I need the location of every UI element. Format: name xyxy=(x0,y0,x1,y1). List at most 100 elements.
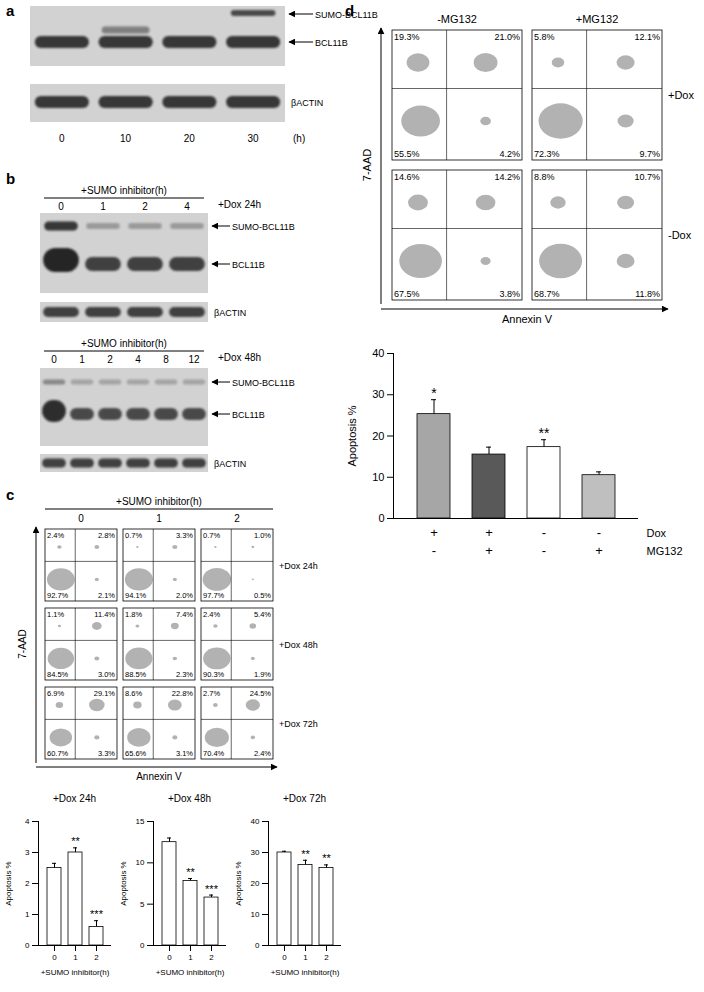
svg-text:7.4%: 7.4% xyxy=(176,610,193,619)
svg-text:10: 10 xyxy=(120,133,132,144)
svg-text:3.3%: 3.3% xyxy=(98,749,115,758)
svg-text:0: 0 xyxy=(167,953,172,962)
svg-text:3.3%: 3.3% xyxy=(176,531,193,540)
svg-text:15: 15 xyxy=(136,817,145,826)
svg-text:BCL11B: BCL11B xyxy=(232,410,265,420)
svg-text:βACTIN: βACTIN xyxy=(291,98,323,108)
svg-text:3.8%: 3.8% xyxy=(499,289,520,299)
svg-text:d: d xyxy=(345,2,354,19)
svg-text:22.8%: 22.8% xyxy=(172,689,194,698)
svg-text:0: 0 xyxy=(78,513,84,524)
svg-text:7-AAD: 7-AAD xyxy=(361,149,373,181)
svg-text:0: 0 xyxy=(25,941,30,950)
svg-text:5.4%: 5.4% xyxy=(254,610,271,619)
svg-text:14.6%: 14.6% xyxy=(394,172,420,182)
svg-text:11.4%: 11.4% xyxy=(94,610,115,619)
svg-text:20: 20 xyxy=(251,879,260,888)
svg-text:-: - xyxy=(542,543,546,558)
svg-text:4: 4 xyxy=(135,354,141,365)
svg-text:+Dox 48h: +Dox 48h xyxy=(218,352,261,363)
svg-text:Apoptosis %: Apoptosis % xyxy=(346,405,358,466)
svg-text:+SUMO inhibitor(h): +SUMO inhibitor(h) xyxy=(81,338,167,349)
svg-text:4.2%: 4.2% xyxy=(499,149,520,159)
svg-text:-Dox: -Dox xyxy=(668,229,692,241)
svg-text:70.4%: 70.4% xyxy=(203,749,225,758)
svg-text:6.9%: 6.9% xyxy=(47,689,64,698)
svg-text:+: + xyxy=(595,543,603,558)
svg-text:30: 30 xyxy=(251,848,260,857)
svg-text:MG132: MG132 xyxy=(647,545,683,557)
svg-text:+MG132: +MG132 xyxy=(576,13,619,25)
svg-text:29.1%: 29.1% xyxy=(94,689,116,698)
svg-text:72.3%: 72.3% xyxy=(534,149,560,159)
svg-text:2: 2 xyxy=(324,953,329,962)
svg-text:11.8%: 11.8% xyxy=(635,289,660,299)
svg-text:βACTIN: βACTIN xyxy=(214,459,246,469)
svg-text:3: 3 xyxy=(25,848,30,857)
svg-text:60.7%: 60.7% xyxy=(47,749,69,758)
svg-text:2: 2 xyxy=(234,513,240,524)
svg-text:12: 12 xyxy=(188,354,200,365)
svg-text:1.9%: 1.9% xyxy=(254,670,271,679)
svg-text:10: 10 xyxy=(372,471,384,483)
svg-text:10: 10 xyxy=(251,910,260,919)
svg-text:92.7%: 92.7% xyxy=(47,591,69,600)
svg-text:3.1%: 3.1% xyxy=(176,749,193,758)
svg-text:3.0%: 3.0% xyxy=(98,670,115,679)
svg-text:2: 2 xyxy=(94,953,99,962)
svg-text:(h): (h) xyxy=(293,133,305,144)
svg-text:+Dox 48h: +Dox 48h xyxy=(279,640,318,650)
svg-text:2.4%: 2.4% xyxy=(203,610,220,619)
svg-text:2.4%: 2.4% xyxy=(254,749,271,758)
svg-text:BCL11B: BCL11B xyxy=(315,38,348,48)
svg-text:+SUMO inhibitor(h): +SUMO inhibitor(h) xyxy=(271,968,340,977)
svg-text:2.0%: 2.0% xyxy=(176,591,193,600)
svg-text:**: ** xyxy=(301,848,310,860)
svg-text:1: 1 xyxy=(156,513,162,524)
svg-text:b: b xyxy=(6,170,15,187)
svg-text:1.0%: 1.0% xyxy=(254,531,271,540)
svg-text:8: 8 xyxy=(163,354,169,365)
svg-text:7-AAD: 7-AAD xyxy=(17,629,28,658)
svg-text:94.1%: 94.1% xyxy=(125,591,147,600)
svg-text:9.7%: 9.7% xyxy=(639,149,660,159)
svg-text:1: 1 xyxy=(303,953,308,962)
svg-text:+SUMO inhibitor(h): +SUMO inhibitor(h) xyxy=(41,968,110,977)
svg-text:10: 10 xyxy=(136,858,145,867)
svg-text:24.5%: 24.5% xyxy=(250,689,272,698)
svg-text:2.1%: 2.1% xyxy=(98,591,115,600)
svg-text:88.5%: 88.5% xyxy=(125,670,147,679)
svg-text:Annexin V: Annexin V xyxy=(136,771,182,782)
svg-text:BCL11B: BCL11B xyxy=(232,260,265,270)
svg-text:1: 1 xyxy=(73,953,78,962)
svg-text:68.7%: 68.7% xyxy=(534,289,560,299)
svg-text:2: 2 xyxy=(107,354,113,365)
svg-text:20: 20 xyxy=(184,133,196,144)
svg-text:90.3%: 90.3% xyxy=(203,670,225,679)
svg-text:4: 4 xyxy=(25,817,30,826)
svg-text:20: 20 xyxy=(372,430,384,442)
svg-text:+Dox 72h: +Dox 72h xyxy=(279,719,318,729)
svg-text:5.8%: 5.8% xyxy=(534,32,555,42)
svg-text:2: 2 xyxy=(142,201,148,212)
svg-text:14.2%: 14.2% xyxy=(494,172,520,182)
svg-text:30: 30 xyxy=(248,133,260,144)
svg-text:0: 0 xyxy=(52,953,57,962)
svg-text:65.6%: 65.6% xyxy=(125,749,147,758)
svg-text:2: 2 xyxy=(209,953,214,962)
svg-text:8.8%: 8.8% xyxy=(534,172,555,182)
svg-text:1: 1 xyxy=(79,354,85,365)
svg-text:0: 0 xyxy=(140,941,145,950)
svg-text:c: c xyxy=(6,486,14,503)
svg-text:*: * xyxy=(431,385,437,401)
svg-text:5: 5 xyxy=(140,900,145,909)
svg-text:12.1%: 12.1% xyxy=(634,32,660,42)
svg-text:1.1%: 1.1% xyxy=(47,610,64,619)
svg-text:0: 0 xyxy=(378,512,384,524)
svg-text:1.8%: 1.8% xyxy=(125,610,142,619)
svg-text:Apoptosis %: Apoptosis % xyxy=(234,861,243,905)
svg-text:0: 0 xyxy=(282,953,287,962)
svg-text:2.4%: 2.4% xyxy=(47,531,64,540)
svg-text:97.7%: 97.7% xyxy=(203,591,225,600)
svg-text:SUMO-BCL11B: SUMO-BCL11B xyxy=(232,222,295,232)
